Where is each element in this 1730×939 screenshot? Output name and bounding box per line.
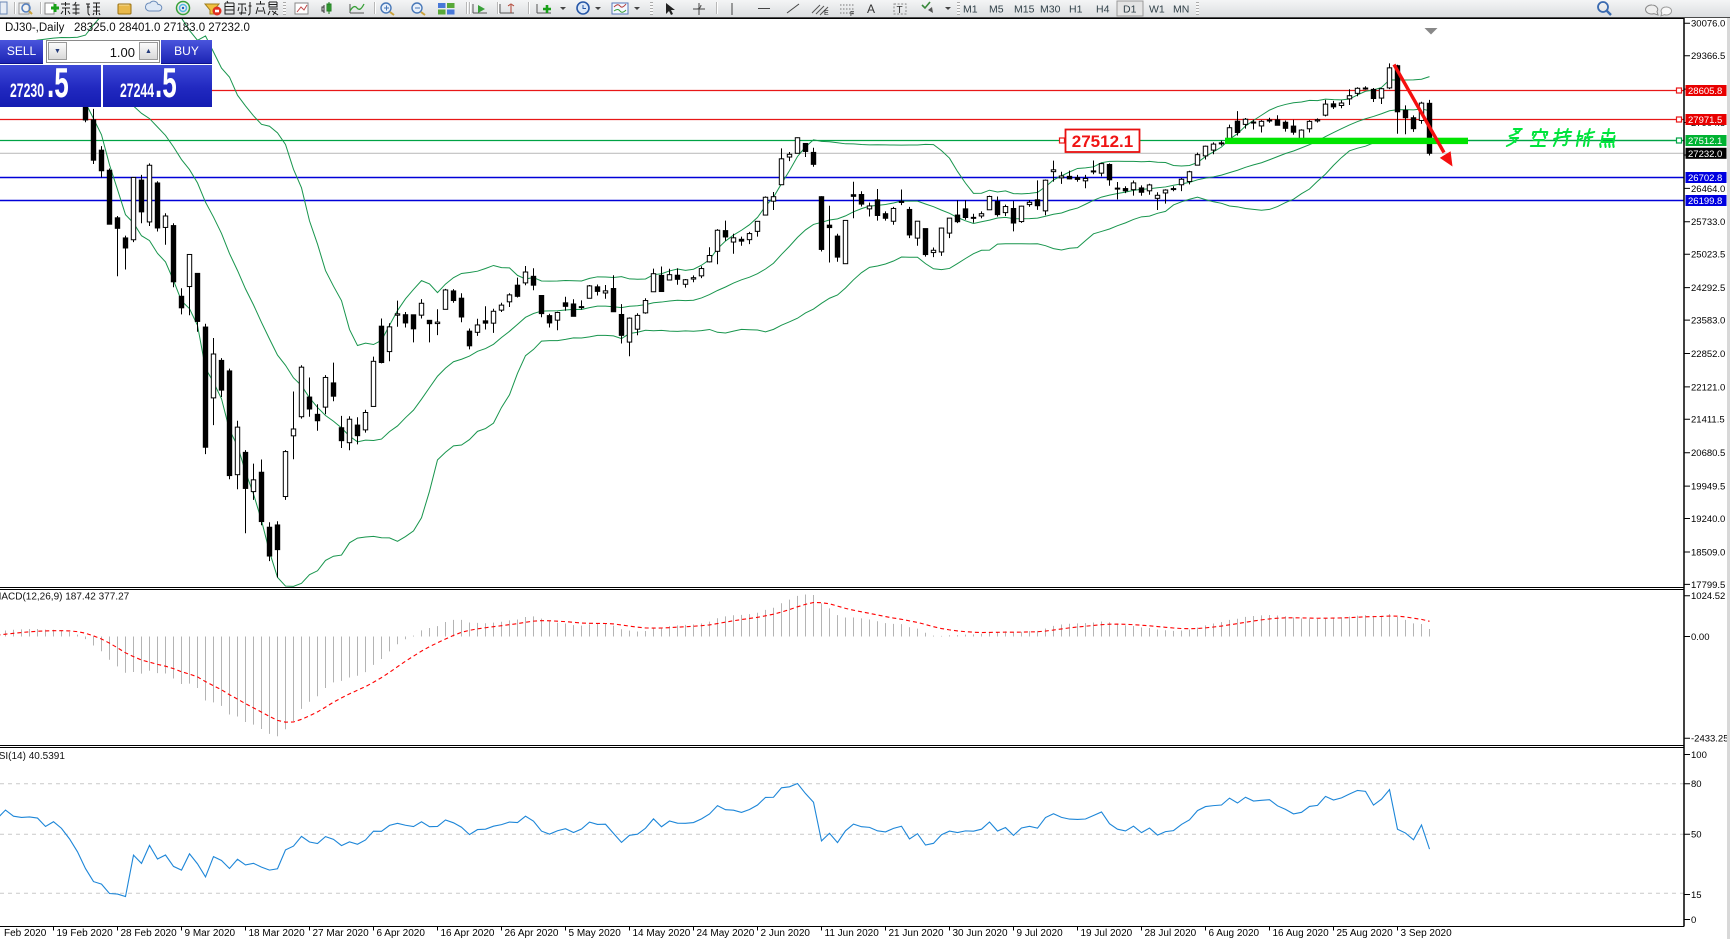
svg-text:M30: M30: [1040, 4, 1061, 16]
svg-text:11 Jun 2020: 11 Jun 2020: [825, 928, 880, 939]
svg-text:19 Jul 2020: 19 Jul 2020: [1081, 928, 1133, 939]
svg-text:29366.5: 29366.5: [1691, 51, 1725, 62]
svg-text:21411.5: 21411.5: [1691, 415, 1725, 426]
svg-text:28 Jul 2020: 28 Jul 2020: [1145, 928, 1197, 939]
svg-text:5 May 2020: 5 May 2020: [569, 928, 622, 939]
svg-text:19240.0: 19240.0: [1691, 514, 1725, 525]
svg-text:24292.5: 24292.5: [1691, 283, 1725, 294]
svg-text:RSI(14) 40.5391: RSI(14) 40.5391: [0, 751, 65, 762]
svg-text:D1: D1: [1123, 4, 1137, 16]
svg-text:20680.5: 20680.5: [1691, 448, 1725, 459]
svg-text:6 Aug 2020: 6 Aug 2020: [1209, 928, 1260, 939]
svg-text:26199.8: 26199.8: [1688, 196, 1722, 207]
svg-text:1024.52: 1024.52: [1691, 591, 1725, 602]
svg-text:28605.8: 28605.8: [1688, 86, 1722, 97]
svg-text:28 Feb 2020: 28 Feb 2020: [121, 928, 178, 939]
svg-text:15: 15: [1691, 890, 1702, 901]
svg-text:0.00: 0.00: [1691, 632, 1710, 643]
svg-text:9 Mar 2020: 9 Mar 2020: [185, 928, 236, 939]
svg-text:A: A: [867, 2, 875, 16]
svg-text:6 Apr 2020: 6 Apr 2020: [377, 928, 426, 939]
svg-text:18 Mar 2020: 18 Mar 2020: [249, 928, 306, 939]
svg-text:19 Feb 2020: 19 Feb 2020: [57, 928, 114, 939]
svg-text:MN: MN: [1173, 4, 1189, 16]
svg-text:27512.1: 27512.1: [1072, 132, 1133, 151]
svg-text:0: 0: [1691, 915, 1696, 926]
svg-text:30 Jun 2020: 30 Jun 2020: [953, 928, 1008, 939]
svg-text:27971.5: 27971.5: [1688, 115, 1722, 126]
svg-text:DJ30-,Daily 28325.0 28401.0: DJ30-,Daily 28325.0 28401.0 27183.0 2723…: [5, 22, 250, 34]
svg-text:25733.0: 25733.0: [1691, 217, 1725, 228]
svg-text:M15: M15: [1014, 4, 1035, 16]
svg-text:24 May 2020: 24 May 2020: [697, 928, 755, 939]
svg-text:30076.0: 30076.0: [1691, 19, 1725, 30]
svg-text:MACD(12,26,9) 187.42 377.27: MACD(12,26,9) 187.42 377.27: [0, 592, 130, 603]
svg-text:22121.0: 22121.0: [1691, 382, 1725, 393]
svg-text:26702.8: 26702.8: [1688, 173, 1722, 184]
svg-text:23583.0: 23583.0: [1691, 316, 1725, 327]
svg-text:17799.5: 17799.5: [1691, 580, 1725, 591]
svg-text:W1: W1: [1149, 4, 1165, 16]
svg-text:H4: H4: [1096, 4, 1110, 16]
svg-text:F: F: [850, 11, 854, 17]
svg-text:H1: H1: [1069, 4, 1083, 16]
svg-text:E: E: [824, 10, 829, 17]
svg-text:27 Mar 2020: 27 Mar 2020: [313, 928, 370, 939]
svg-text:80: 80: [1691, 779, 1702, 790]
svg-text:9 Jul 2020: 9 Jul 2020: [1017, 928, 1064, 939]
svg-text:16 Apr 2020: 16 Apr 2020: [441, 928, 495, 939]
svg-text:Feb 2020: Feb 2020: [4, 928, 47, 939]
svg-text:50: 50: [1691, 830, 1702, 841]
svg-text:26464.0: 26464.0: [1691, 184, 1725, 195]
svg-text:27512.1: 27512.1: [1688, 136, 1722, 147]
svg-text:M1: M1: [963, 4, 978, 16]
svg-text:14 May 2020: 14 May 2020: [633, 928, 691, 939]
svg-text:19949.5: 19949.5: [1691, 482, 1725, 493]
svg-text:18509.0: 18509.0: [1691, 547, 1725, 558]
svg-text:22852.0: 22852.0: [1691, 349, 1725, 360]
svg-text:M5: M5: [989, 4, 1004, 16]
svg-text:25023.5: 25023.5: [1691, 250, 1725, 261]
svg-text:16 Aug 2020: 16 Aug 2020: [1273, 928, 1330, 939]
svg-text:3 Sep 2020: 3 Sep 2020: [1401, 928, 1453, 939]
svg-text:21 Jun 2020: 21 Jun 2020: [889, 928, 944, 939]
svg-text:2 Jun 2020: 2 Jun 2020: [761, 928, 811, 939]
svg-text:26 Apr 2020: 26 Apr 2020: [505, 928, 559, 939]
svg-text:100: 100: [1691, 750, 1707, 761]
svg-text:25 Aug 2020: 25 Aug 2020: [1337, 928, 1394, 939]
svg-text:T: T: [897, 5, 903, 16]
svg-text:-2433.25: -2433.25: [1691, 734, 1729, 745]
svg-text:27232.0: 27232.0: [1688, 149, 1722, 160]
